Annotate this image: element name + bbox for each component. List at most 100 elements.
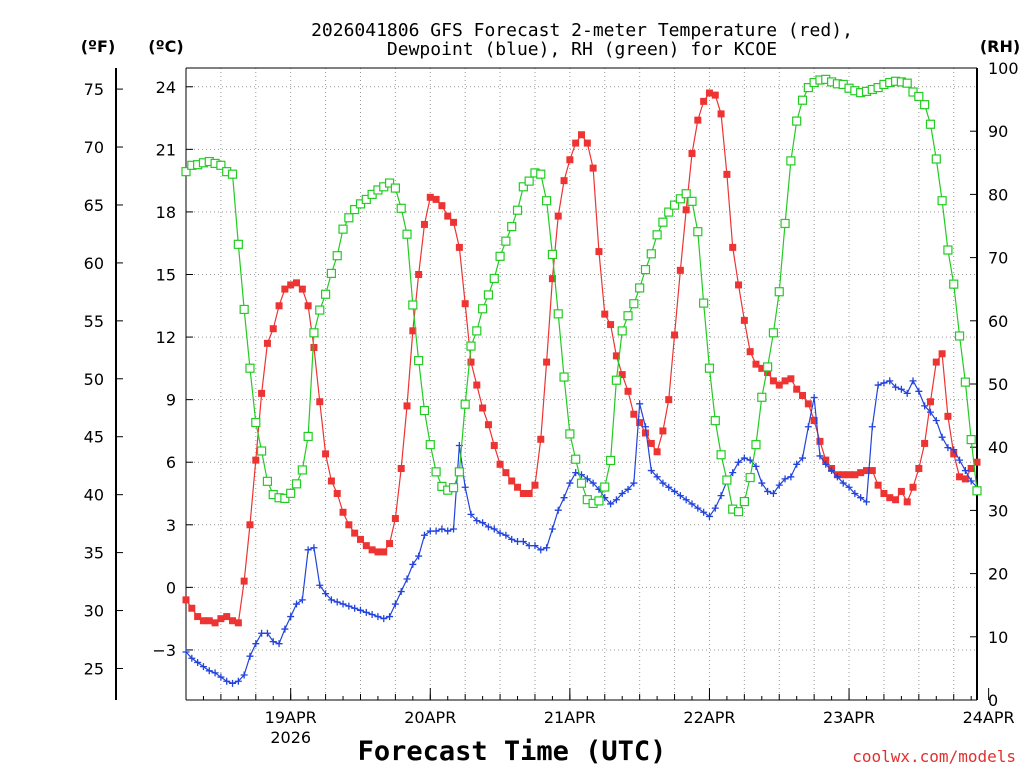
rh-point <box>763 362 773 372</box>
dewpoint-point <box>944 444 952 452</box>
dewpoint-point <box>816 452 824 460</box>
temperature-point <box>287 281 295 289</box>
temperature-point <box>461 300 469 308</box>
dewpoint-point <box>450 525 458 533</box>
dewpoint-point <box>287 613 295 621</box>
rh-point <box>600 482 610 492</box>
rh-point <box>536 169 546 179</box>
dewpoint-point <box>479 519 487 527</box>
rh-point <box>669 200 680 210</box>
temperature-point <box>578 131 585 139</box>
dewpoint-point <box>746 456 754 464</box>
dewpoint-point <box>711 504 719 512</box>
temperature-point <box>258 389 266 397</box>
rh-point <box>518 182 528 192</box>
dewpoint-point <box>548 525 556 533</box>
dewpoint-point <box>752 462 760 470</box>
rh-point <box>402 229 412 239</box>
rh-point <box>553 309 563 319</box>
rh-point <box>565 429 575 439</box>
temperature-point <box>886 494 894 502</box>
temperature-point <box>333 490 341 498</box>
dewpoint-point <box>921 402 929 410</box>
dewpoint-point <box>717 492 725 500</box>
celsius-tick-label: 21 <box>156 140 176 159</box>
temperature-point <box>740 316 748 324</box>
dewpoint-point <box>833 473 841 481</box>
temperature-point <box>665 396 673 404</box>
temperature-point <box>420 220 428 228</box>
temperature-point <box>444 212 452 220</box>
temperature-point <box>386 540 394 548</box>
dewpoint-point <box>327 596 335 604</box>
temperature-point <box>589 164 597 172</box>
rh-point <box>309 328 319 338</box>
rh-point <box>216 160 226 170</box>
temperature-point <box>967 464 975 472</box>
temperature-point <box>630 410 638 418</box>
temperature-point <box>496 460 504 468</box>
x-tick-label: 22APR <box>683 708 735 727</box>
rh-point <box>652 230 662 240</box>
dewpoint-point <box>304 546 312 554</box>
temperature-point <box>781 377 789 385</box>
rh-point <box>954 331 965 341</box>
dewpoint-point <box>857 494 865 502</box>
dewpoint-point <box>624 485 632 493</box>
temperature-point <box>653 448 661 456</box>
rh-point <box>344 213 354 223</box>
temperature-point <box>938 350 946 358</box>
rh-point <box>640 265 651 275</box>
dewpoint-point <box>508 535 516 543</box>
dewpoint-point <box>269 638 277 646</box>
chart-title-line-1: 2026041806 GFS Forecast 2-meter Temperat… <box>311 20 853 41</box>
temperature-point <box>508 477 516 485</box>
fahrenheit-tick-label: 75 <box>84 80 104 99</box>
dewpoint-point <box>682 496 690 504</box>
rh-point <box>699 298 709 308</box>
rh-point <box>262 476 273 486</box>
rh-point <box>303 431 313 442</box>
temperature-point <box>764 369 772 377</box>
fahrenheit-tick-label: 25 <box>84 659 104 678</box>
temperature-point <box>374 548 382 556</box>
temperature-point <box>636 419 644 427</box>
rh-point <box>803 82 813 93</box>
temperature-point <box>735 281 743 289</box>
temperature-point <box>612 352 620 360</box>
temperature-point <box>572 139 580 147</box>
dewpoint-point <box>630 479 638 487</box>
rh-point <box>559 372 569 382</box>
rh-point <box>524 176 534 186</box>
fahrenheit-tick-label: 70 <box>84 138 104 157</box>
rh-point <box>594 496 604 506</box>
temperature-point <box>758 364 766 372</box>
temperature-point <box>787 375 795 383</box>
temperature-point <box>345 521 353 529</box>
temperature-point <box>816 437 824 445</box>
dewpoint-point <box>461 483 469 491</box>
temperature-point <box>915 464 923 472</box>
rh-point <box>774 287 784 297</box>
temperature-point <box>182 596 190 604</box>
dewpoint-point <box>851 490 859 498</box>
temperature-point <box>769 377 777 385</box>
temperature-point <box>275 302 283 310</box>
temperature-point <box>531 481 539 489</box>
rh-point <box>635 283 645 293</box>
temperature-point <box>467 358 475 366</box>
temperature-point <box>892 496 900 504</box>
dewpoint-point <box>182 648 190 656</box>
temperature-point <box>793 385 801 393</box>
temperature-point <box>217 615 225 623</box>
rh-point <box>338 224 348 234</box>
celsius-tick-label: 24 <box>156 78 176 97</box>
rh-point <box>960 377 970 387</box>
temperature-point <box>583 139 591 147</box>
dewpoint-point <box>380 615 388 623</box>
temperature-point <box>368 546 376 554</box>
temperature-point <box>897 487 905 495</box>
dewpoint-point <box>607 500 615 508</box>
temperature-point <box>659 427 667 435</box>
temperature-point <box>839 471 847 479</box>
